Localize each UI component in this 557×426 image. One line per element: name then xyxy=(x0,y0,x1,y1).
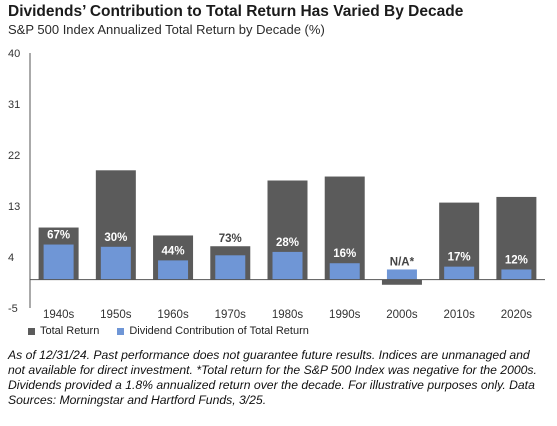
x-tick-label: 1980s xyxy=(272,309,304,321)
bar-percent-label: N/A* xyxy=(390,256,415,268)
y-tick-label: 40 xyxy=(8,48,20,60)
chart-title: Dividends’ Contribution to Total Return … xyxy=(8,3,464,20)
x-tick-label: 1990s xyxy=(329,309,361,321)
bar-percent-label: 67% xyxy=(47,230,70,242)
y-tick-label: 31 xyxy=(8,99,20,111)
legend-item-dividend: Dividend Contribution of Total Return xyxy=(117,325,309,337)
y-tick-label: -5 xyxy=(8,303,18,315)
bar-percent-label: 28% xyxy=(276,237,299,249)
legend-label-total-return: Total Return xyxy=(40,325,100,337)
bar-percent-label: 44% xyxy=(162,245,185,257)
dividend-bar xyxy=(501,269,532,280)
y-tick-label: 13 xyxy=(8,201,20,213)
dividend-bar xyxy=(329,263,360,280)
y-tick-label: 4 xyxy=(8,252,14,264)
footnote: As of 12/31/24. Past performance does no… xyxy=(8,348,537,407)
legend-swatch-dividend xyxy=(117,327,125,335)
dividend-bar xyxy=(386,269,417,280)
x-tick-label: 1950s xyxy=(100,309,132,321)
x-tick-label: 1940s xyxy=(43,309,75,321)
dividend-bar xyxy=(215,255,246,280)
chart-legend: Total Return Dividend Contribution of To… xyxy=(28,325,327,337)
bar-percent-label: 30% xyxy=(104,232,127,244)
x-tick-label: 2020s xyxy=(501,309,533,321)
dividend-bar xyxy=(272,251,303,280)
chart-subtitle: S&P 500 Index Annualized Total Return by… xyxy=(8,22,325,37)
total-return-bar xyxy=(381,279,422,285)
legend-item-total-return: Total Return xyxy=(28,325,99,337)
dividend-bar xyxy=(158,260,189,280)
x-tick-label: 2000s xyxy=(386,309,418,321)
dividend-bar xyxy=(100,246,131,280)
x-tick-label: 1960s xyxy=(157,309,189,321)
x-tick-label: 2010s xyxy=(443,309,475,321)
dividend-bar xyxy=(444,266,475,280)
x-tick-label: 1970s xyxy=(215,309,247,321)
bar-percent-label: 16% xyxy=(333,248,356,260)
bar-percent-label: 17% xyxy=(448,252,471,264)
legend-label-dividend: Dividend Contribution of Total Return xyxy=(129,325,309,337)
bar-percent-label: 73% xyxy=(219,233,242,245)
total-return-bar xyxy=(496,196,537,280)
legend-swatch-total-return xyxy=(28,327,35,335)
dividend-bar xyxy=(43,244,74,280)
total-return-bar xyxy=(324,176,365,280)
bar-percent-label: 12% xyxy=(505,254,528,266)
y-tick-label: 22 xyxy=(8,150,20,162)
